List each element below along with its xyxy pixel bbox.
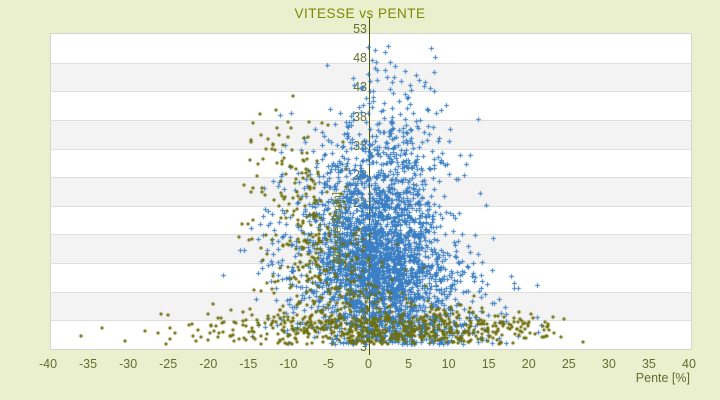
y-axis-title: Vitesse [km/h] (332, 192, 344, 265)
x-axis-title: Pente [%] (635, 371, 690, 385)
